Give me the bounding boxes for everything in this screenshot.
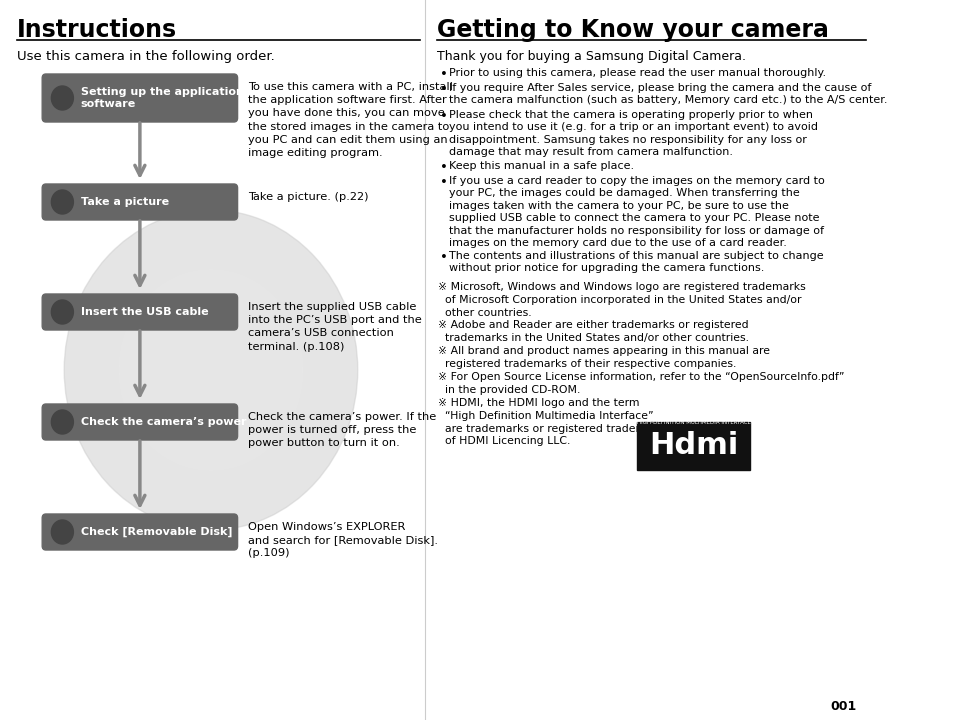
Text: ※ All brand and product names appearing in this manual are
  registered trademar: ※ All brand and product names appearing … [438,346,770,369]
Text: Setting up the application
software: Setting up the application software [81,87,243,109]
Text: Take a picture. (p.22): Take a picture. (p.22) [248,192,368,202]
Circle shape [64,210,357,530]
Text: Keep this manual in a safe place.: Keep this manual in a safe place. [449,161,634,171]
Text: •: • [440,68,448,81]
Text: Insert the USB cable: Insert the USB cable [81,307,208,317]
Text: Please check that the camera is operating properly prior to when
you intend to u: Please check that the camera is operatin… [449,110,818,157]
Text: HIGH-DEFINITION MULTIMEDIA INTERFACE: HIGH-DEFINITION MULTIMEDIA INTERFACE [636,420,750,425]
Text: Getting to Know your camera: Getting to Know your camera [436,18,827,42]
Text: •: • [440,176,448,189]
Circle shape [51,520,73,544]
FancyBboxPatch shape [42,404,237,440]
Text: To use this camera with a PC, install
the application software first. After
you : To use this camera with a PC, install th… [248,82,452,158]
Text: ※ Microsoft, Windows and Windows logo are registered trademarks
  of Microsoft C: ※ Microsoft, Windows and Windows logo ar… [438,282,805,318]
Text: If you use a card reader to copy the images on the memory card to
your PC, the i: If you use a card reader to copy the ima… [449,176,824,248]
Circle shape [51,86,73,110]
Circle shape [51,190,73,214]
Text: Insert the supplied USB cable
into the PC’s USB port and the
camera’s USB connec: Insert the supplied USB cable into the P… [248,302,421,351]
Text: •: • [440,110,448,123]
Text: Check [Removable Disk]: Check [Removable Disk] [81,527,232,537]
Text: ※ For Open Source License information, refer to the “OpenSourceInfo.pdf”
  in th: ※ For Open Source License information, r… [438,372,844,395]
Text: Check the camera’s power: Check the camera’s power [81,417,246,427]
Text: Prior to using this camera, please read the user manual thoroughly.: Prior to using this camera, please read … [449,68,825,78]
Text: Instructions: Instructions [16,18,176,42]
Text: 001: 001 [830,700,856,713]
Text: •: • [440,83,448,96]
FancyBboxPatch shape [636,422,750,470]
Text: •: • [440,251,448,264]
Text: ※ HDMI, the HDMI logo and the term
  “High Definition Multimedia Interface”
  ar: ※ HDMI, the HDMI logo and the term “High… [438,398,669,446]
Text: •: • [440,161,448,174]
Text: Check the camera’s power. If the
power is turned off, press the
power button to : Check the camera’s power. If the power i… [248,412,436,449]
Circle shape [119,270,302,470]
Text: If you require After Sales service, please bring the camera and the cause of
the: If you require After Sales service, plea… [449,83,887,105]
Text: Open Windows’s EXPLORER
and search for [Removable Disk].
(p.109): Open Windows’s EXPLORER and search for [… [248,522,437,559]
Circle shape [51,410,73,434]
FancyBboxPatch shape [42,184,237,220]
Text: Hdmi: Hdmi [648,431,738,459]
Text: Thank you for buying a Samsung Digital Camera.: Thank you for buying a Samsung Digital C… [436,50,745,63]
Text: ※ Adobe and Reader are either trademarks or registered
  trademarks in the Unite: ※ Adobe and Reader are either trademarks… [438,320,749,343]
Text: Use this camera in the following order.: Use this camera in the following order. [16,50,274,63]
FancyBboxPatch shape [42,294,237,330]
Text: The contents and illustrations of this manual are subject to change
without prio: The contents and illustrations of this m… [449,251,823,274]
Circle shape [51,300,73,324]
FancyBboxPatch shape [42,74,237,122]
FancyBboxPatch shape [42,514,237,550]
Text: Take a picture: Take a picture [81,197,169,207]
